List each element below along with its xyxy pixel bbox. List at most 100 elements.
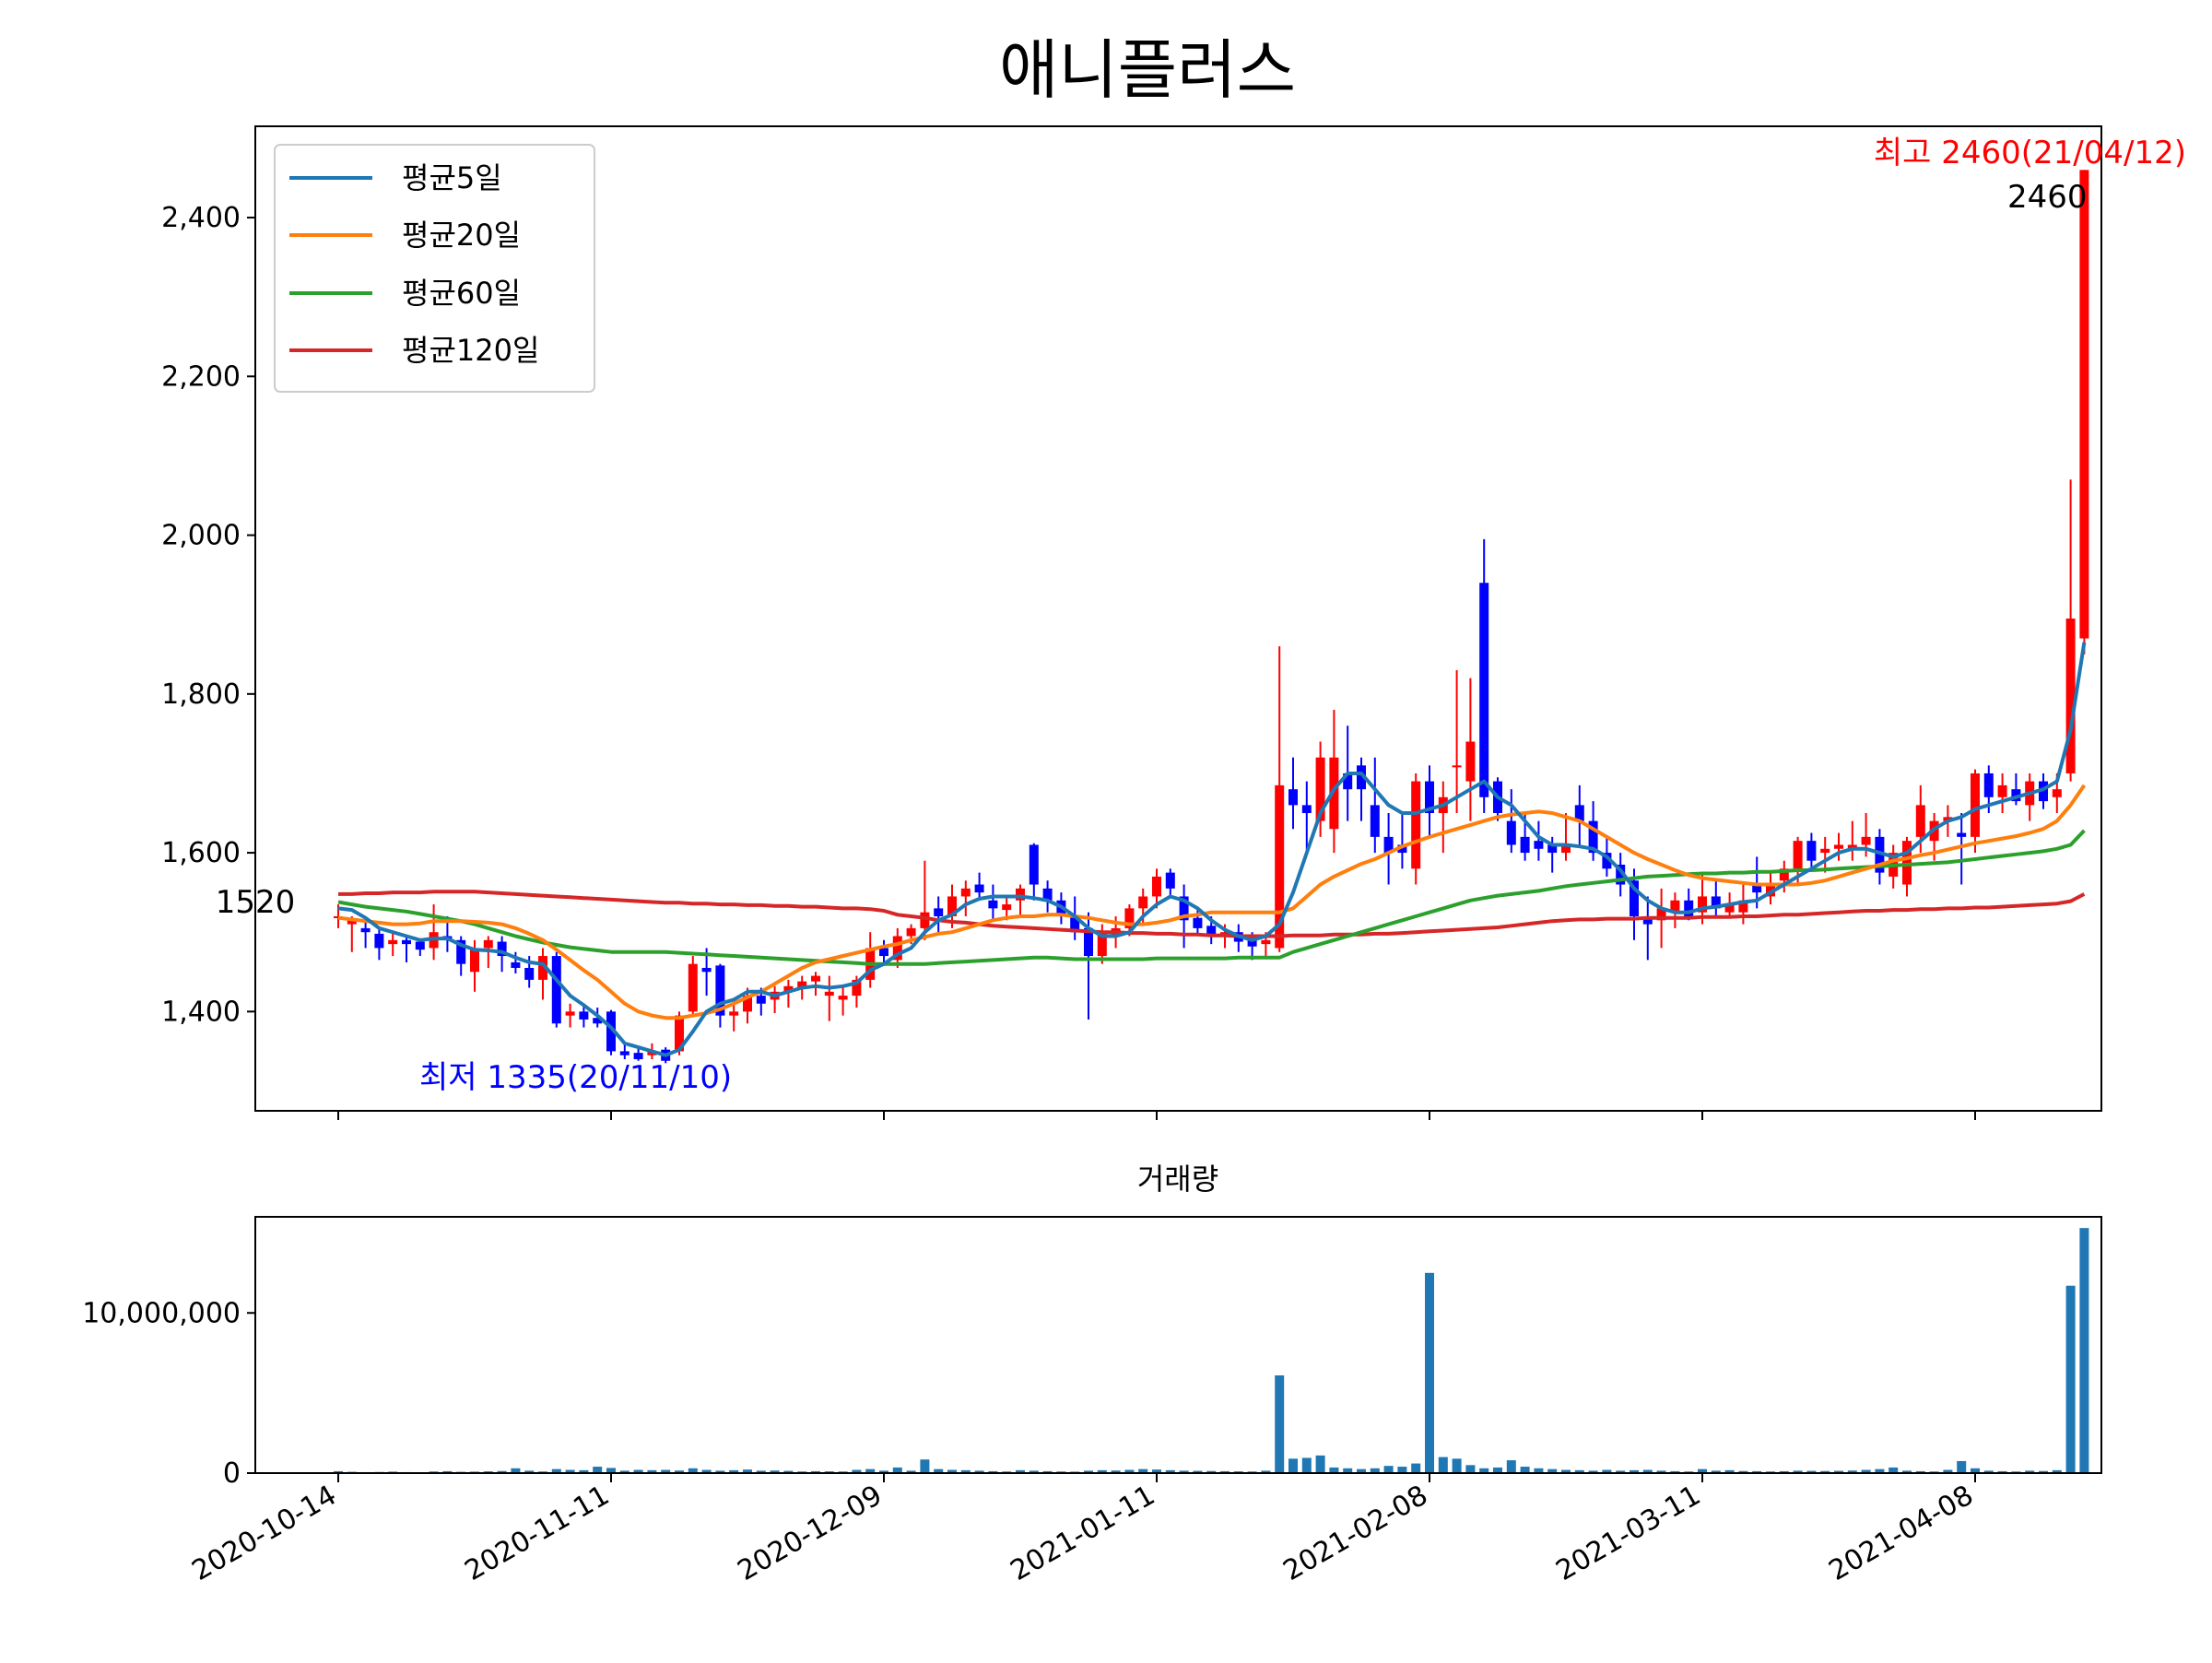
volume-bar	[1288, 1458, 1298, 1473]
volume-bar	[743, 1469, 752, 1473]
volume-bar	[1915, 1470, 1925, 1473]
candle-body-up	[852, 979, 862, 997]
candle-body-up	[1847, 844, 1857, 849]
volume-bar	[1875, 1468, 1885, 1473]
legend-label-ma60: 평균60일	[402, 276, 521, 311]
candle-body-up	[1124, 908, 1135, 928]
candle-body-up	[1097, 932, 1107, 957]
candle-body-up	[2052, 789, 2062, 797]
volume-bar	[1793, 1470, 1803, 1473]
volume-bar	[1711, 1470, 1721, 1473]
volume-bar	[1820, 1470, 1830, 1473]
volume-bar	[1329, 1467, 1339, 1473]
candle-body-down	[1179, 896, 1189, 921]
candle-body-down	[1534, 841, 1544, 849]
volume-bar	[1411, 1463, 1421, 1473]
volume-bar	[1547, 1468, 1558, 1473]
candle-body-up	[1329, 757, 1339, 830]
volume-bar	[852, 1469, 862, 1473]
main-y-tick-label: 1,400	[161, 996, 241, 1028]
candle-body-down	[1574, 805, 1584, 821]
main-y-tick-label: 2,200	[161, 360, 241, 393]
main-plot-frame	[254, 125, 2102, 1112]
volume-bar	[511, 1468, 521, 1473]
volume-bar	[1042, 1470, 1053, 1473]
candle-body-down	[2039, 781, 2048, 802]
volume-bar	[688, 1468, 698, 1473]
candle-body-down	[456, 939, 466, 964]
volume-bar	[1220, 1470, 1230, 1473]
candle-body-up	[1411, 781, 1421, 869]
candle-body-up	[1275, 784, 1285, 949]
volume-bar	[1520, 1467, 1530, 1473]
candle-body-up	[960, 888, 971, 897]
volume-bar	[1493, 1467, 1502, 1473]
volume-bar	[1888, 1467, 1899, 1473]
volume-bar	[1738, 1470, 1748, 1473]
volume-bar	[1642, 1469, 1653, 1473]
candle-body-down	[1520, 836, 1530, 854]
candle-body-down	[1425, 781, 1434, 814]
volume-bar	[1943, 1469, 1953, 1473]
candle-body-down	[1357, 765, 1366, 790]
volume-bar	[1438, 1457, 1448, 1473]
legend-label-ma120: 평균120일	[402, 333, 539, 368]
volume-bar	[2025, 1470, 2035, 1473]
volume-bar	[2079, 1228, 2089, 1473]
high-price-annotation: 최고 2460(21/04/12)	[1874, 135, 2186, 171]
candle-body-down	[593, 1018, 603, 1024]
volume-bar	[2039, 1470, 2048, 1473]
candle-body-down	[1806, 841, 1817, 861]
candle-body-down	[1684, 900, 1694, 916]
volume-bar	[1997, 1470, 2007, 1473]
candle-body-down	[402, 939, 411, 945]
candle-body-up	[1793, 841, 1803, 869]
candle-body-up	[1779, 868, 1789, 881]
volume-bar	[1971, 1468, 1980, 1473]
volume-bar	[1016, 1469, 1025, 1473]
candle-body-up	[1261, 939, 1271, 945]
volume-bar	[770, 1470, 780, 1473]
candlestick-series	[334, 170, 2089, 1064]
candle-body-up	[1834, 844, 1843, 849]
candle-body-up	[675, 1015, 684, 1052]
candle-body-down	[1602, 853, 1612, 869]
candle-body-up	[1698, 896, 1707, 913]
volume-bar	[1111, 1470, 1121, 1473]
candle-body-down	[1370, 805, 1380, 837]
candle-body-up	[647, 1051, 657, 1056]
candle-body-up	[743, 996, 752, 1012]
volume-bar	[1383, 1466, 1394, 1473]
volume-bar	[1343, 1468, 1353, 1473]
main-y-tick-label: 2,400	[161, 202, 241, 234]
volume-bar	[1261, 1470, 1271, 1473]
volume-bar	[947, 1469, 957, 1473]
volume-bar	[1779, 1470, 1789, 1473]
volume-bar	[865, 1468, 876, 1473]
ma5-line	[337, 642, 2087, 1057]
candle-body-down	[756, 996, 766, 1004]
candle-body-up	[1738, 900, 1748, 913]
volume-bar	[974, 1470, 984, 1473]
start-price-label: 1520	[216, 884, 296, 921]
legend-label-ma20: 평균20일	[402, 218, 521, 253]
main-y-axis: 1,400 1,600 1,800 2,000 2,200 2,400	[161, 202, 255, 1028]
volume-chart-title: 거래량	[1137, 1162, 1218, 1197]
candle-body-down	[1983, 773, 1994, 797]
main-y-tick-label: 1,600	[161, 837, 241, 869]
candle-body-up	[1820, 848, 1830, 854]
candle-body-down	[374, 933, 384, 949]
volume-bar	[1124, 1469, 1135, 1473]
volume-bar	[1084, 1470, 1093, 1473]
volume-bar	[675, 1470, 684, 1473]
volume-bar	[2052, 1469, 2062, 1473]
candle-body-down	[497, 941, 507, 957]
volume-bar	[1370, 1468, 1380, 1473]
volume-bar	[334, 1470, 343, 1473]
candle-body-up	[1943, 817, 1953, 821]
candle-body-up	[334, 915, 343, 918]
volume-bar	[1574, 1469, 1584, 1473]
candle-body-up	[920, 912, 930, 928]
